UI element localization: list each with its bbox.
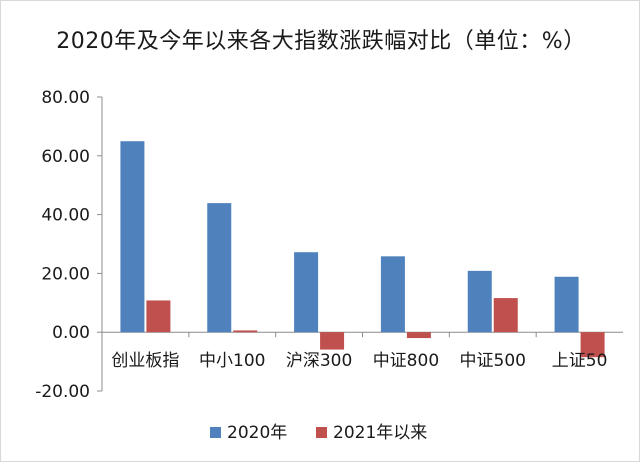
legend-swatch [210,427,221,438]
y-tick-label: 20.00 [41,264,90,284]
y-tick-label: 80.00 [41,88,90,108]
x-category-label: 上证50 [552,351,608,371]
bar-series-2020-2 [294,252,319,333]
x-category-label: 中证500 [460,351,526,371]
bar-series-2021-0 [146,300,171,333]
bar-series-2021-5 [580,332,605,358]
bar-series-2021-1 [233,330,258,333]
y-tick-label: 0.00 [52,323,90,343]
bar-series-2021-4 [493,298,518,333]
bars-layer [120,141,605,358]
bar-series-2020-3 [380,256,405,333]
x-category-label: 中小100 [199,351,265,371]
x-category-label: 中证800 [373,351,439,371]
labels-layer: 创业板指 中小100 沪深300 中证800 中证500 上证50 [111,351,607,371]
x-category-label: 沪深300 [286,351,352,371]
bar-series-2021-2 [320,332,345,350]
bar-series-2020-1 [207,203,232,333]
legend-label: 2021年以来 [333,423,427,443]
bar-series-2020-5 [554,276,579,333]
legend-item-2021: 2021年以来 [316,423,427,443]
y-tick-label: 40.00 [41,206,90,226]
axis-layer: 80.00 60.00 40.00 20.00 0.00 -20.00 [35,88,623,402]
y-tick-label: -20.00 [35,382,90,402]
legend: 2020年 2021年以来 [210,423,427,443]
x-category-label: 创业板指 [111,351,179,371]
legend-item-2020: 2020年 [210,423,287,443]
legend-label: 2020年 [227,423,287,443]
bar-series-2020-4 [467,270,492,333]
y-tick-label: 60.00 [41,147,90,167]
bar-series-2020-0 [120,141,145,333]
chart-title: 2020年及今年以来各大指数涨跌幅对比（单位：%） [56,29,586,54]
bar-series-2021-3 [406,332,431,339]
legend-swatch [316,427,327,438]
